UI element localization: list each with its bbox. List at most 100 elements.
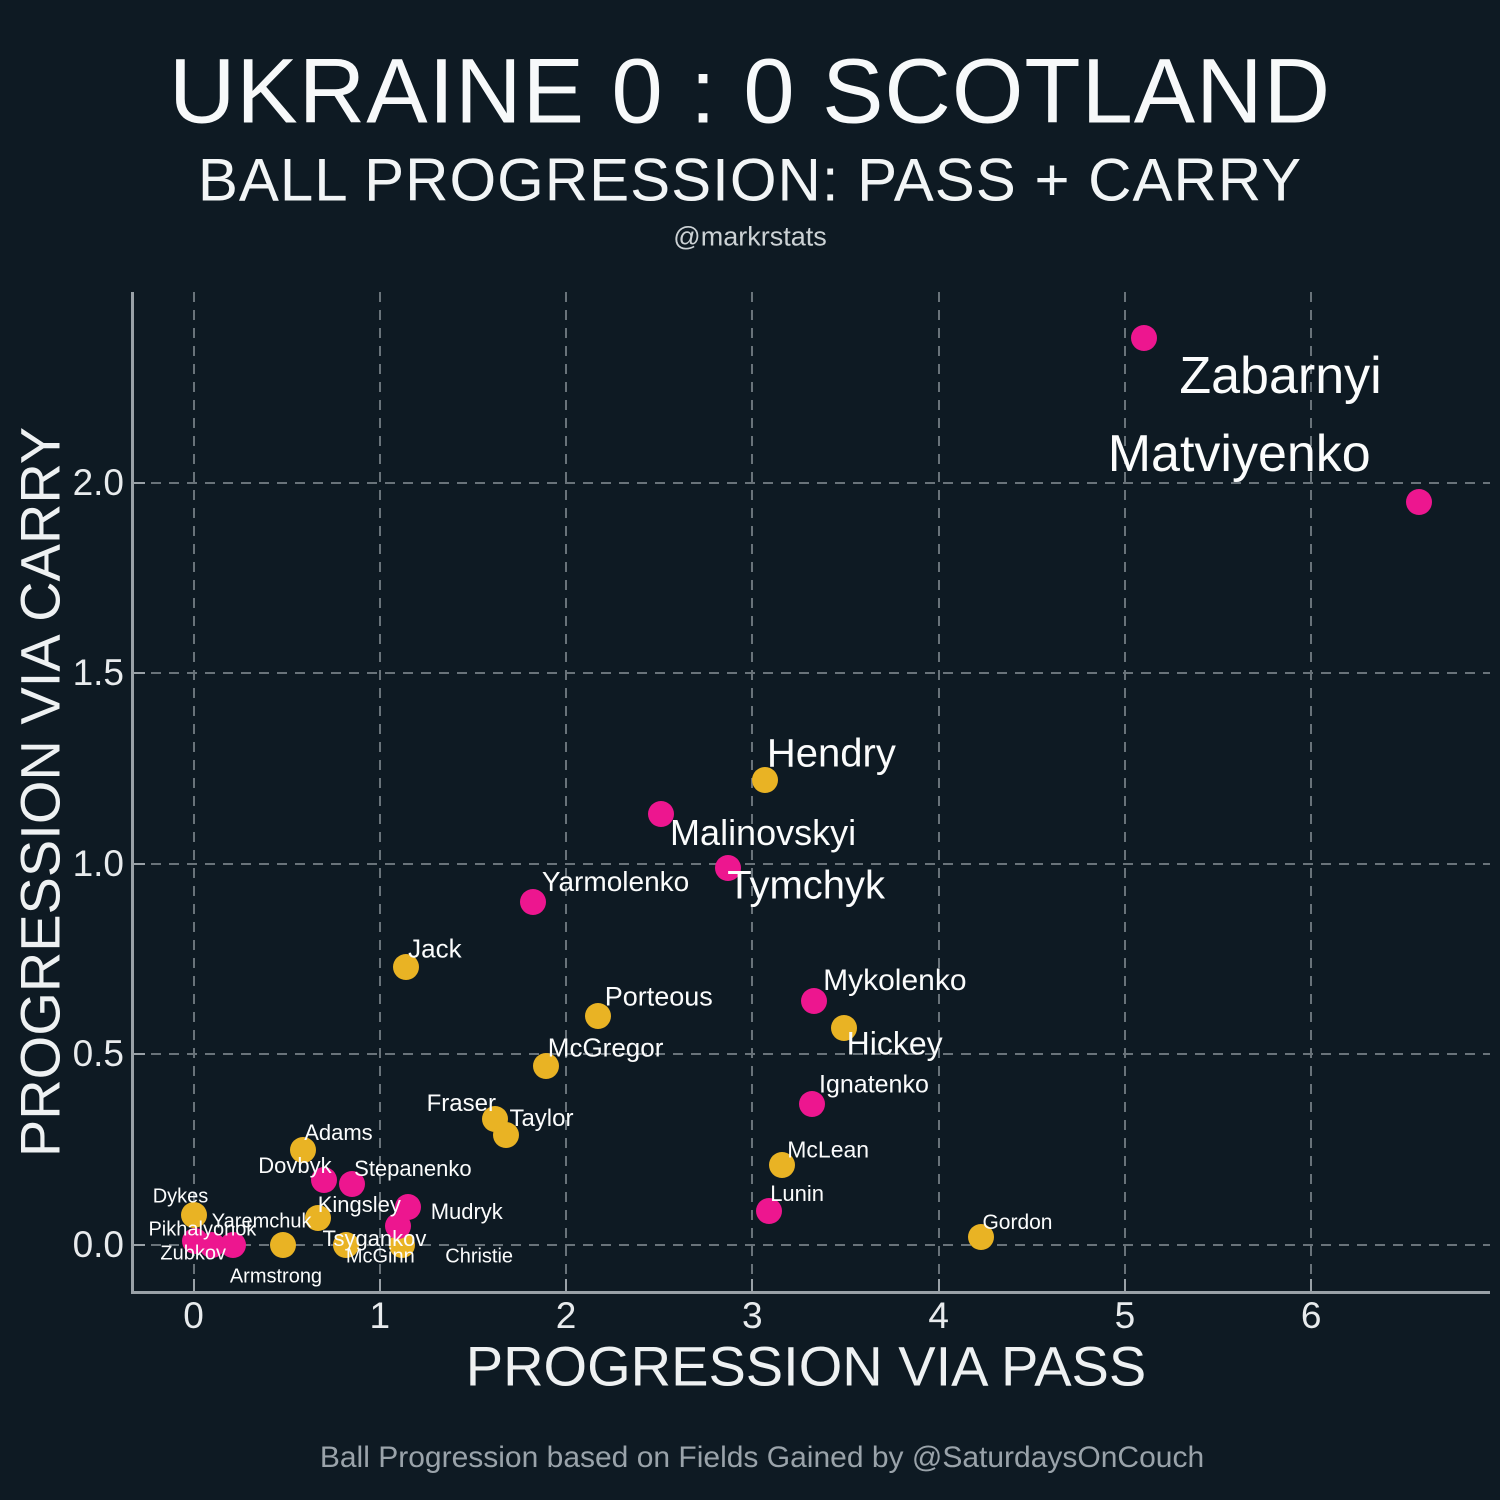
label-matviyenko: Matviyenko [1107,424,1371,483]
x-tick-mark [1123,1279,1126,1291]
h-gridline [133,862,1490,865]
label-adams: Adams [304,1119,373,1145]
label-zabarnyi: Zabarnyi [1179,346,1382,405]
y-tick-label: 1.0 [72,842,124,884]
label-christie: Christie [445,1245,514,1268]
label-taylor: Taylor [509,1104,574,1132]
point-stepanenko [338,1171,365,1198]
label-yaremchuk: Yaremchuk [211,1210,312,1233]
label-mudryk: Mudryk [430,1198,503,1224]
x-tick-mark [937,1279,940,1291]
point-hendry [752,766,779,793]
label-kingsley: Kingsley [317,1192,401,1218]
y-tick-label: 0.5 [72,1033,124,1075]
y-tick-mark [133,862,145,865]
label-hickey: Hickey [846,1025,943,1062]
point-dovbyk [310,1167,337,1194]
h-gridline [133,1244,1490,1247]
point-tymchyk [715,854,742,881]
h-gridline [133,1053,1490,1056]
point-yaremchuk [219,1232,246,1259]
point-mclean [769,1152,796,1179]
label-pikhalyonok: Pikhalyonok [148,1218,257,1241]
x-tick-label: 2 [555,1295,577,1336]
label-dovbyk: Dovbyk [258,1153,332,1179]
x-axis-title: PROGRESSION VIA PASS [465,1334,1147,1398]
y-tick-label: 1.5 [72,652,124,694]
label-armstrong: Armstrong [229,1265,323,1288]
point-tsygankov [385,1213,412,1240]
x-tick-label: 4 [928,1295,949,1336]
point-mcginn [333,1232,360,1259]
label-mykolenko: Mykolenko [823,964,967,998]
v-gridline [1310,292,1313,1292]
y-tick-label: 2.0 [72,461,124,503]
h-gridline [133,672,1490,675]
point-yarmolenko [519,888,546,915]
point-malinovskyi [648,801,675,828]
y-tick-label: 0.0 [72,1224,124,1266]
x-tick-label: 3 [742,1295,763,1336]
source-caption: Ball Progression based on Fields Gained … [319,1441,1205,1474]
label-zubkov: Zubkov [160,1242,226,1265]
label-mcgregor: McGregor [547,1032,664,1063]
y-tick-mark [133,672,145,675]
x-tick-mark [192,1279,195,1291]
v-gridline [565,292,568,1292]
x-tick-mark [751,1279,754,1291]
label-ignatenko: Ignatenko [819,1070,929,1099]
x-tick-label: 1 [369,1295,391,1336]
label-mclean: McLean [787,1136,870,1163]
chart-title: UKRAINE 0 : 0 SCOTLAND [168,40,1332,143]
label-lunin: Lunin [770,1180,825,1206]
v-gridline [937,292,940,1292]
label-yarmolenko: Yarmolenko [541,865,690,897]
x-tick-label: 0 [183,1295,204,1336]
credit-handle: @markrstats [673,221,827,252]
label-gordon: Gordon [982,1211,1053,1235]
label-jack: Jack [408,933,462,964]
point-taylor [493,1121,520,1148]
x-tick-label: 5 [1114,1295,1136,1336]
point-mcgregor [532,1052,559,1079]
point-mykolenko [800,988,827,1015]
point-porteous [584,1003,611,1030]
label-hendry: Hendry [766,731,896,776]
point-ignatenko [798,1091,825,1118]
label-malinovskyi: Malinovskyi [670,812,857,854]
y-tick-mark [133,1244,145,1247]
point-jack [392,953,419,980]
label-dykes: Dykes [152,1185,209,1208]
y-axis-title: PROGRESSION VIA CARRY [8,426,72,1158]
v-gridline [378,292,381,1292]
h-gridline [133,481,1490,484]
y-tick-mark [133,1053,145,1056]
point-matviyenko [1406,488,1433,515]
point-lunin [756,1197,783,1224]
label-stepanenko: Stepanenko [354,1156,472,1182]
point-dykes [180,1201,207,1228]
point-kingsley [305,1205,332,1232]
label-porteous: Porteous [604,981,713,1012]
label-tymchyk: Tymchyk [727,863,886,908]
x-tick-label: 6 [1300,1295,1322,1336]
point-zabarnyi [1130,324,1157,351]
label-fraser: Fraser [426,1090,496,1118]
v-gridline [1123,292,1126,1292]
chart-subtitle: BALL PROGRESSION: PASS + CARRY [197,146,1303,214]
point-hickey [830,1014,857,1041]
point-adams [290,1136,317,1163]
label-mcginn: McGinn [345,1245,415,1268]
y-tick-mark [133,481,145,484]
point-armstrong [269,1232,296,1259]
v-gridline [192,292,195,1292]
v-gridline [751,292,754,1292]
y-axis-line [131,292,134,1294]
x-tick-mark [378,1279,381,1291]
x-tick-mark [565,1279,568,1291]
x-axis-line [131,1291,1490,1294]
point-gordon [968,1224,995,1251]
label-tsygankov: Tsygankov [322,1226,427,1252]
x-tick-mark [1310,1279,1313,1291]
